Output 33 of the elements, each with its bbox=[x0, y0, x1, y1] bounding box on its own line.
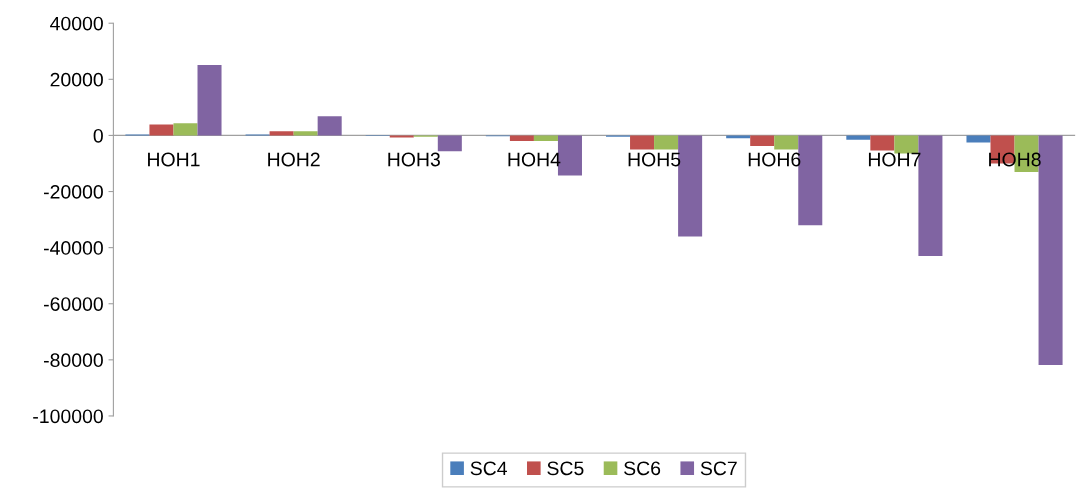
y-tick-label: -100000 bbox=[33, 409, 103, 424]
bar bbox=[437, 135, 462, 152]
legend-label: SC4 bbox=[470, 461, 507, 476]
y-tick-label: -40000 bbox=[44, 241, 103, 255]
legend-label: SC7 bbox=[700, 461, 737, 476]
legend-label: SC6 bbox=[624, 461, 661, 476]
bar bbox=[197, 65, 222, 136]
bar bbox=[269, 131, 294, 136]
y-tick-label: -80000 bbox=[44, 353, 103, 368]
legend-label: SC5 bbox=[547, 461, 584, 476]
bar bbox=[149, 124, 174, 136]
y-tick-label: 0 bbox=[93, 128, 103, 143]
bar bbox=[533, 135, 558, 142]
bar bbox=[750, 135, 775, 147]
bar bbox=[317, 116, 342, 136]
bar bbox=[293, 131, 318, 136]
y-tick-label: 40000 bbox=[50, 16, 103, 31]
bar bbox=[846, 135, 871, 140]
bar bbox=[509, 135, 534, 142]
x-tick-label: HOH3 bbox=[388, 152, 440, 167]
bar bbox=[966, 135, 991, 143]
y-tick-label: -60000 bbox=[44, 297, 103, 311]
bar bbox=[870, 135, 895, 151]
bar bbox=[630, 135, 655, 150]
bar bbox=[894, 135, 919, 154]
x-tick-label: HOH1 bbox=[148, 152, 200, 167]
bar bbox=[173, 123, 198, 136]
bar bbox=[774, 135, 799, 150]
y-tick-label: -20000 bbox=[44, 185, 103, 199]
y-tick-label: 20000 bbox=[50, 72, 103, 87]
bar bbox=[654, 135, 679, 150]
bar bbox=[726, 135, 751, 139]
x-tick-label: HOH2 bbox=[268, 152, 320, 167]
